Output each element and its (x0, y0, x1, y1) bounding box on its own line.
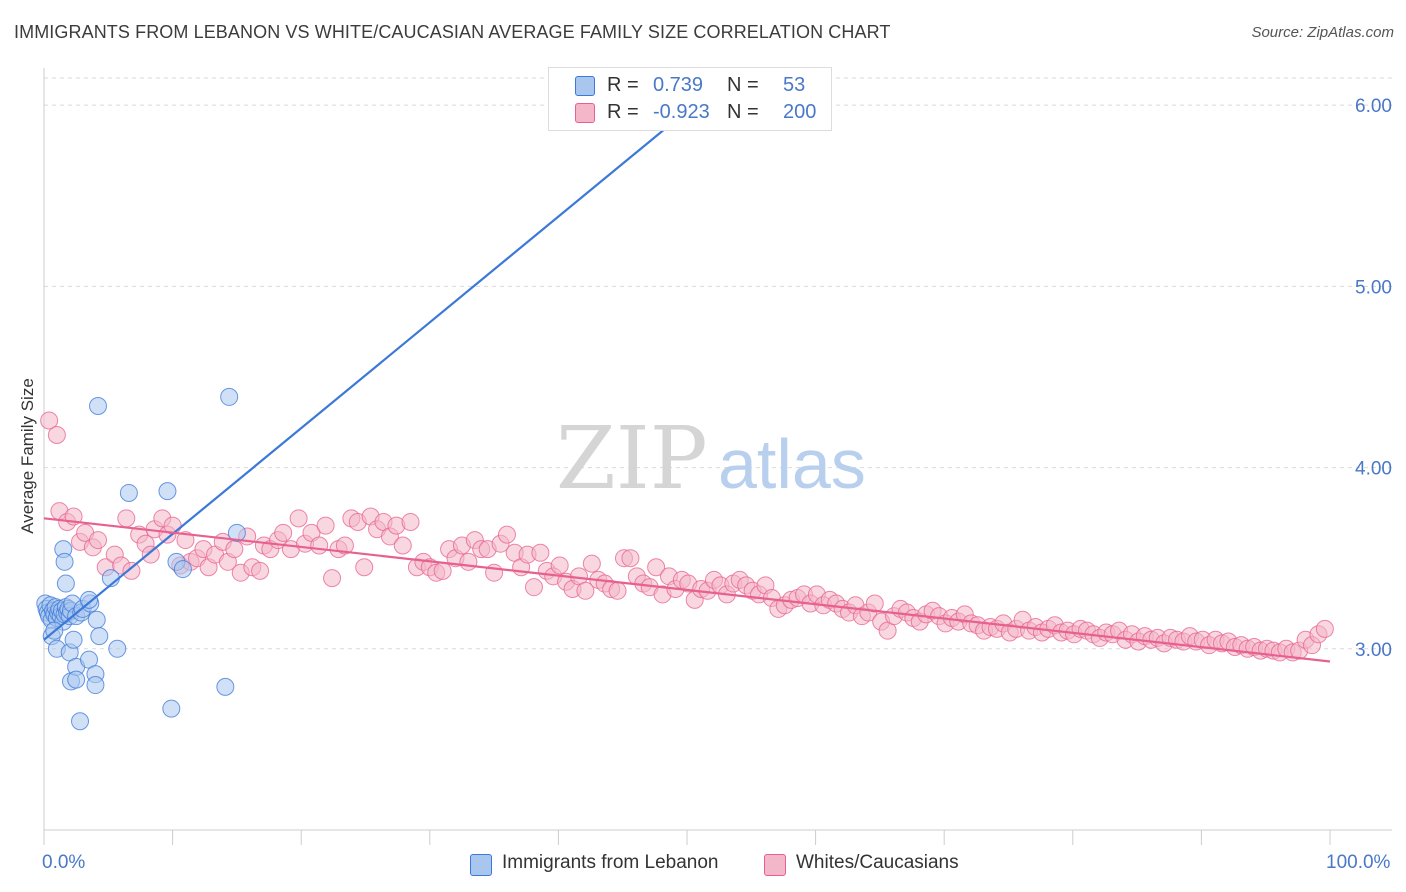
point-lebanon (64, 630, 83, 649)
point-lebanon (89, 396, 108, 415)
watermark: ZIP atlas (556, 409, 866, 509)
point-lebanon (55, 552, 74, 571)
point-lebanon (173, 560, 192, 579)
point-whites (576, 581, 595, 600)
point-lebanon (220, 387, 239, 406)
point-whites (582, 554, 601, 573)
point-whites (1315, 619, 1334, 638)
point-whites (225, 540, 244, 559)
point-whites (433, 561, 452, 580)
chart-title: IMMIGRANTS FROM LEBANON VS WHITE/CAUCASI… (14, 22, 891, 42)
bottom-legend-label: Immigrants from Lebanon (502, 852, 719, 873)
bottom-legend-swatch-pink (764, 854, 786, 876)
point-whites (865, 594, 884, 613)
trend-lines (43, 115, 1331, 663)
point-whites (141, 545, 160, 564)
point-whites (550, 556, 569, 575)
point-whites (524, 578, 543, 597)
point-whites (323, 569, 342, 588)
point-lebanon (56, 574, 75, 593)
y-tick-labels: 3.00 4.00 5.00 6.00 (1355, 96, 1392, 661)
point-whites (251, 561, 270, 580)
series-whites-points (40, 411, 1334, 662)
legend-r-value: 0.739 (653, 74, 704, 96)
point-whites (117, 509, 136, 528)
point-whites (621, 549, 640, 568)
point-whites (647, 558, 666, 577)
point-lebanon (80, 590, 99, 609)
point-whites (335, 536, 354, 555)
y-axis-label: Average Family Size (18, 378, 37, 534)
point-lebanon (87, 610, 106, 629)
point-whites (310, 536, 329, 555)
point-whites (47, 425, 66, 444)
legend-n-value: 53 (783, 74, 806, 96)
point-whites (40, 411, 59, 430)
point-whites (459, 552, 478, 571)
bottom-legend-label: Whites/Caucasians (796, 852, 959, 873)
point-whites (355, 558, 374, 577)
point-whites (608, 581, 627, 600)
bottom-legend-swatch-blue (470, 854, 492, 876)
watermark-zip: ZIP (556, 409, 708, 509)
watermark-atlas: atlas (718, 425, 866, 503)
legend-swatch-pink (575, 103, 595, 123)
point-lebanon (119, 483, 138, 502)
point-whites (497, 525, 516, 544)
legend-r-value: -0.923 (653, 101, 710, 123)
point-whites (176, 531, 195, 550)
trend-line-whites (43, 517, 1331, 663)
point-lebanon (86, 676, 105, 695)
point-lebanon (67, 670, 86, 689)
legend-n-label: N = (727, 101, 759, 123)
point-whites (122, 561, 141, 580)
point-lebanon (158, 482, 177, 501)
point-lebanon (216, 677, 235, 696)
point-whites (531, 543, 550, 562)
legend-n-value: 200 (783, 101, 817, 123)
axes (43, 68, 1392, 845)
y-tick-label: 4.00 (1355, 459, 1392, 480)
legend-n-label: N = (727, 74, 759, 96)
y-tick-label: 6.00 (1355, 96, 1392, 117)
point-whites (316, 516, 335, 535)
point-whites (401, 512, 420, 531)
legend-box: R = 0.739 N = 53 R = -0.923 N = 200 (548, 67, 832, 131)
trend-line-lebanon (43, 115, 682, 641)
legend-r-label: R = (607, 101, 639, 123)
point-whites (393, 536, 412, 555)
point-lebanon (162, 699, 181, 718)
legend-r-label: R = (607, 74, 639, 96)
point-whites (274, 523, 293, 542)
point-lebanon (227, 523, 246, 542)
y-tick-label: 3.00 (1355, 640, 1392, 661)
source-label: Source: ZipAtlas.com (1251, 24, 1394, 41)
y-tick-label: 5.00 (1355, 277, 1392, 298)
legend-swatch-blue (575, 76, 595, 96)
point-whites (289, 509, 308, 528)
point-lebanon (90, 627, 109, 646)
point-lebanon (108, 639, 127, 658)
point-whites (89, 531, 108, 550)
point-lebanon (71, 712, 90, 731)
x-tick-label-max: 100.0% (1326, 852, 1391, 873)
x-tick-label-min: 0.0% (42, 852, 86, 873)
